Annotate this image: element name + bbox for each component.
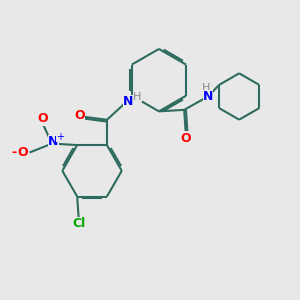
Text: +: +: [56, 132, 64, 142]
Text: Cl: Cl: [72, 218, 85, 230]
Text: O: O: [17, 146, 28, 159]
Text: -: -: [12, 146, 17, 159]
Text: N: N: [48, 135, 59, 148]
Text: N: N: [123, 95, 134, 109]
Text: O: O: [38, 112, 48, 125]
Text: H: H: [202, 83, 211, 93]
Text: H: H: [133, 92, 141, 102]
Text: O: O: [74, 109, 85, 122]
Text: O: O: [180, 132, 191, 145]
Text: N: N: [203, 90, 213, 103]
